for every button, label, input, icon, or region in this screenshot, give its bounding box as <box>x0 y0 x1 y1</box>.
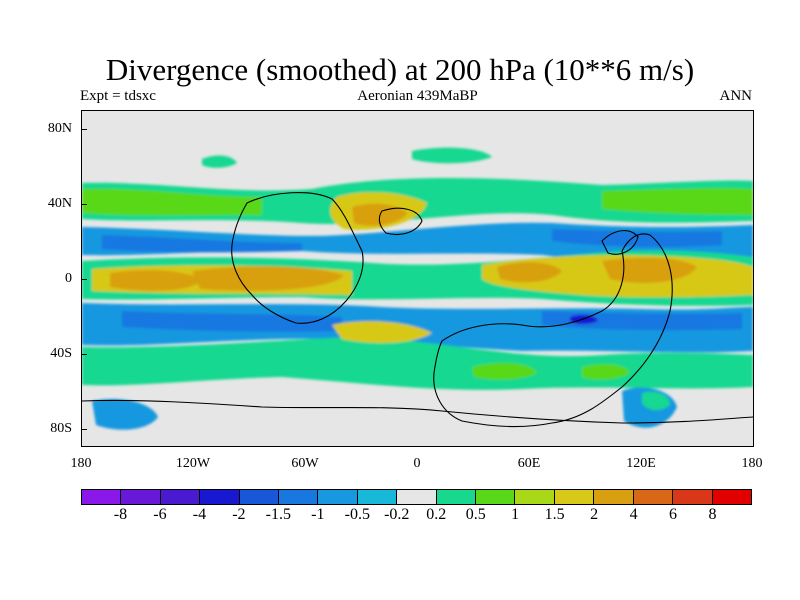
colorbar-label: -1.5 <box>265 506 291 523</box>
colorbar-swatch <box>82 490 122 504</box>
tick-y-40n <box>81 204 87 205</box>
colorbar-label: -4 <box>192 506 207 523</box>
lon-label-60e: 60E <box>517 456 541 471</box>
colorbar-swatch <box>160 490 201 504</box>
map-plot <box>81 110 754 447</box>
contour-north-lightgreen <box>82 188 262 216</box>
colorbar-swatch <box>515 490 555 504</box>
contour-equator-orange-pacific <box>602 257 697 283</box>
colorbar-label: -0.2 <box>384 506 410 523</box>
lat-label-40s: 40S <box>50 346 72 361</box>
contour-equator-orange-west <box>110 270 202 291</box>
lon-label-180w: 180 <box>70 456 92 471</box>
colorbar-swatch <box>318 490 358 504</box>
contour-north-blue-dark <box>102 235 302 253</box>
tick-y-0 <box>81 279 87 280</box>
lat-label-80n: 80N <box>47 121 72 136</box>
colorbar-swatch <box>239 490 280 504</box>
tick-y-80n <box>81 129 87 130</box>
colorbar-label: -0.5 <box>344 506 370 523</box>
colorbar-label: 1.5 <box>544 506 565 523</box>
colorbar-label: -8 <box>113 506 128 523</box>
experiment-label: Expt = tdsxc <box>80 88 156 104</box>
colorbar-swatch <box>673 490 713 504</box>
colorbar-label: 6 <box>669 506 678 523</box>
contour-south-lightgreen <box>472 362 537 380</box>
contour-equator-orange-central <box>192 266 344 291</box>
lon-label-120e: 120E <box>626 456 656 471</box>
coastline-antarctic <box>82 399 753 424</box>
coastline-baltica <box>378 207 423 236</box>
contour-south-blue-dark <box>122 311 342 332</box>
colorbar-swatch <box>633 490 674 504</box>
tick-y-40s <box>81 354 87 355</box>
colorbar-swatch <box>554 490 595 504</box>
colorbar-label: 8 <box>708 506 717 523</box>
contour-polar-green-east <box>642 391 670 411</box>
season-label: ANN <box>719 88 753 104</box>
colorbar-swatch <box>436 490 477 504</box>
colorbar <box>81 489 752 505</box>
contour-polar-blue-west <box>92 398 158 430</box>
lat-label-40n: 40N <box>47 196 72 211</box>
colorbar-label: 0.2 <box>426 506 447 523</box>
divergence-field <box>82 111 753 446</box>
colorbar-swatch <box>200 490 240 504</box>
lon-label-60w: 60W <box>291 456 319 471</box>
colorbar-swatch <box>594 490 634 504</box>
period-label: Aeronian 439MaBP <box>357 88 478 104</box>
colorbar-swatch <box>279 490 319 504</box>
coastline-laurentia <box>231 192 364 324</box>
contour-north-polar-green <box>202 155 237 168</box>
lon-label-0: 0 <box>413 456 421 471</box>
contour-equator-orange-africa <box>497 262 562 283</box>
lon-label-120w: 120W <box>175 456 211 471</box>
contour-north-polar-green-2 <box>412 147 492 164</box>
map-title: Divergence (smoothed) at 200 hPa (10**6 … <box>105 52 695 87</box>
contour-north-lightgreen-east <box>602 188 753 215</box>
contour-south-lightgreen-2 <box>582 364 630 380</box>
lon-label-180e: 180 <box>741 456 763 471</box>
lat-label-80s: 80S <box>50 421 72 436</box>
tick-y-80s <box>81 429 87 430</box>
colorbar-label: 1 <box>511 506 520 523</box>
coastline-gondwana <box>433 233 673 428</box>
coastline-siberia <box>601 230 639 255</box>
continent-outlines <box>82 192 753 428</box>
colorbar-swatch <box>357 490 398 504</box>
contour-north-blue-dark-east <box>552 229 722 248</box>
contour-south-yellow <box>332 321 432 343</box>
colorbar-swatch <box>476 490 516 504</box>
colorbar-label: 4 <box>629 506 638 523</box>
colorbar-swatch <box>121 490 161 504</box>
colorbar-label: -2 <box>232 506 246 523</box>
colorbar-label: 0.5 <box>465 506 486 523</box>
colorbar-swatch <box>397 490 437 504</box>
colorbar-label: -6 <box>153 506 167 523</box>
lat-label-0: 0 <box>65 271 72 286</box>
colorbar-swatch <box>712 490 751 504</box>
colorbar-label: -1 <box>311 506 325 523</box>
colorbar-label: 2 <box>590 506 599 523</box>
